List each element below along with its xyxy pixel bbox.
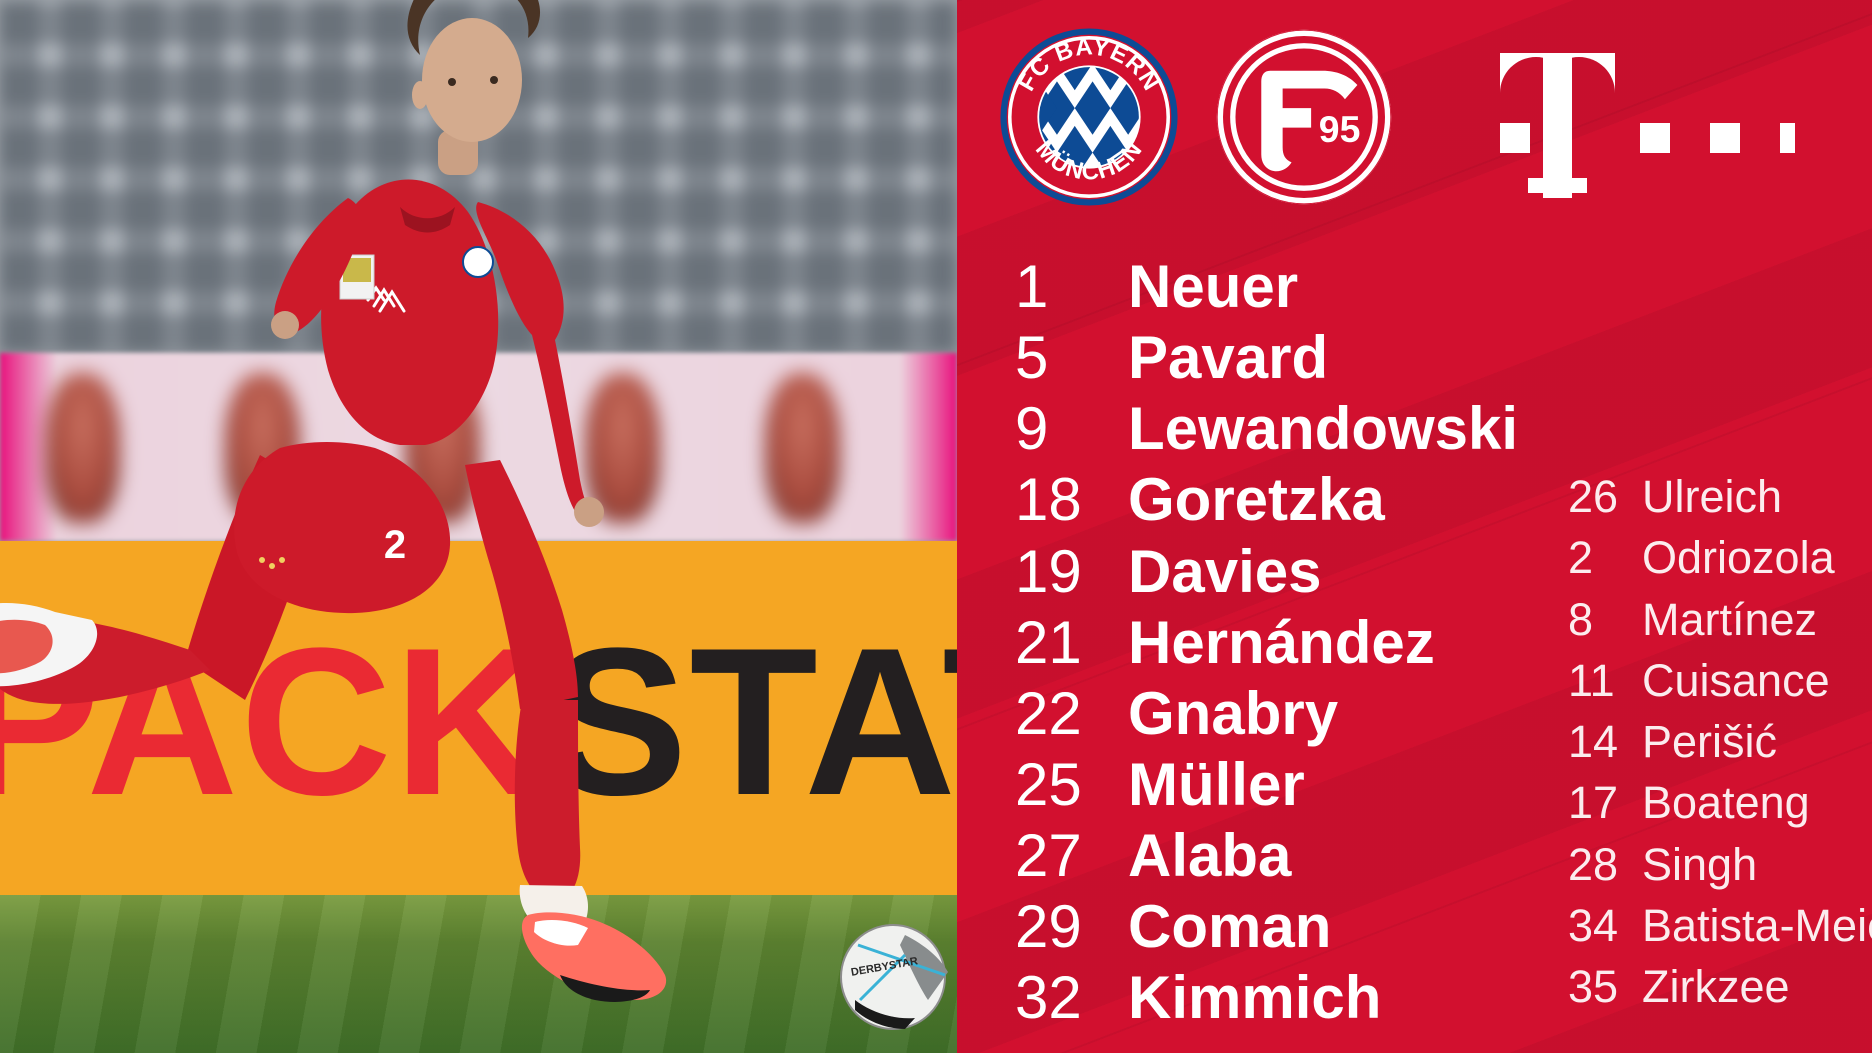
svg-text:95: 95 [1319, 108, 1361, 150]
svg-text:2: 2 [384, 523, 406, 567]
